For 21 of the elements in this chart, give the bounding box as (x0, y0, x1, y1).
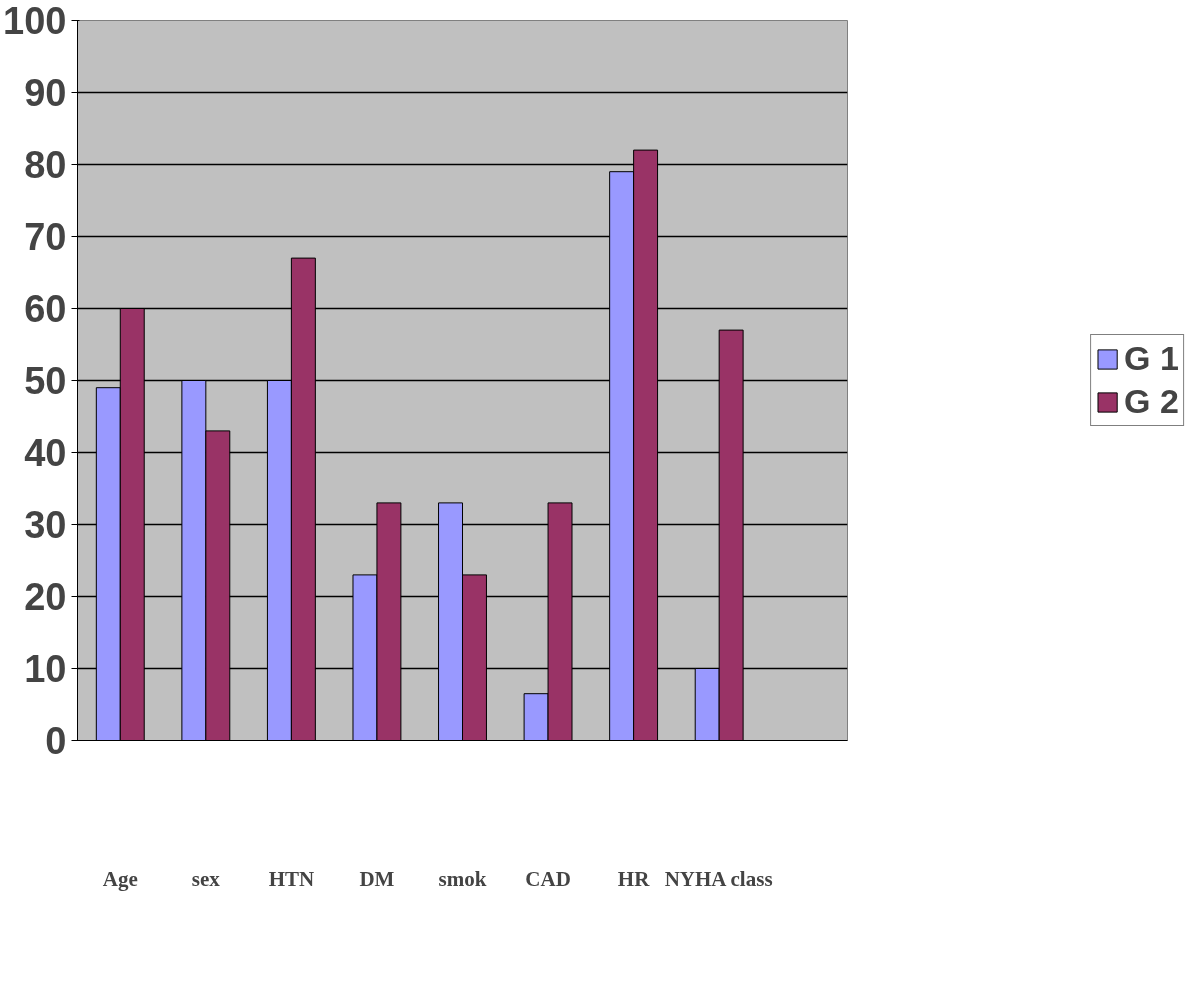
x-tick-label: sex (191, 866, 221, 891)
x-tick-label: HTN (268, 866, 315, 891)
y-tick-label: 80 (24, 144, 67, 186)
y-tick-label: 60 (24, 288, 67, 330)
x-tick-label: smok (438, 866, 487, 891)
y-tick-label: 0 (45, 720, 67, 762)
y-tick-label: 50 (24, 360, 67, 402)
y-tick-label: 20 (24, 576, 67, 618)
x-tick-label: DM (359, 866, 395, 891)
y-tick-label: 40 (24, 432, 67, 474)
legend-label: G 1 (1124, 339, 1179, 378)
x-tick-label: NYHA class (664, 866, 773, 891)
x-tick-label: HR (617, 866, 651, 891)
y-tick-label: 70 (24, 216, 67, 258)
x-tick-label: Age (102, 866, 138, 891)
legend-label: G 2 (1124, 382, 1179, 421)
x-tick-label: CAD (525, 866, 571, 891)
y-tick-label: 30 (24, 504, 67, 546)
y-tick-label: 90 (24, 72, 67, 114)
y-tick-label: 100 (3, 0, 67, 42)
y-tick-label: 10 (24, 648, 67, 690)
